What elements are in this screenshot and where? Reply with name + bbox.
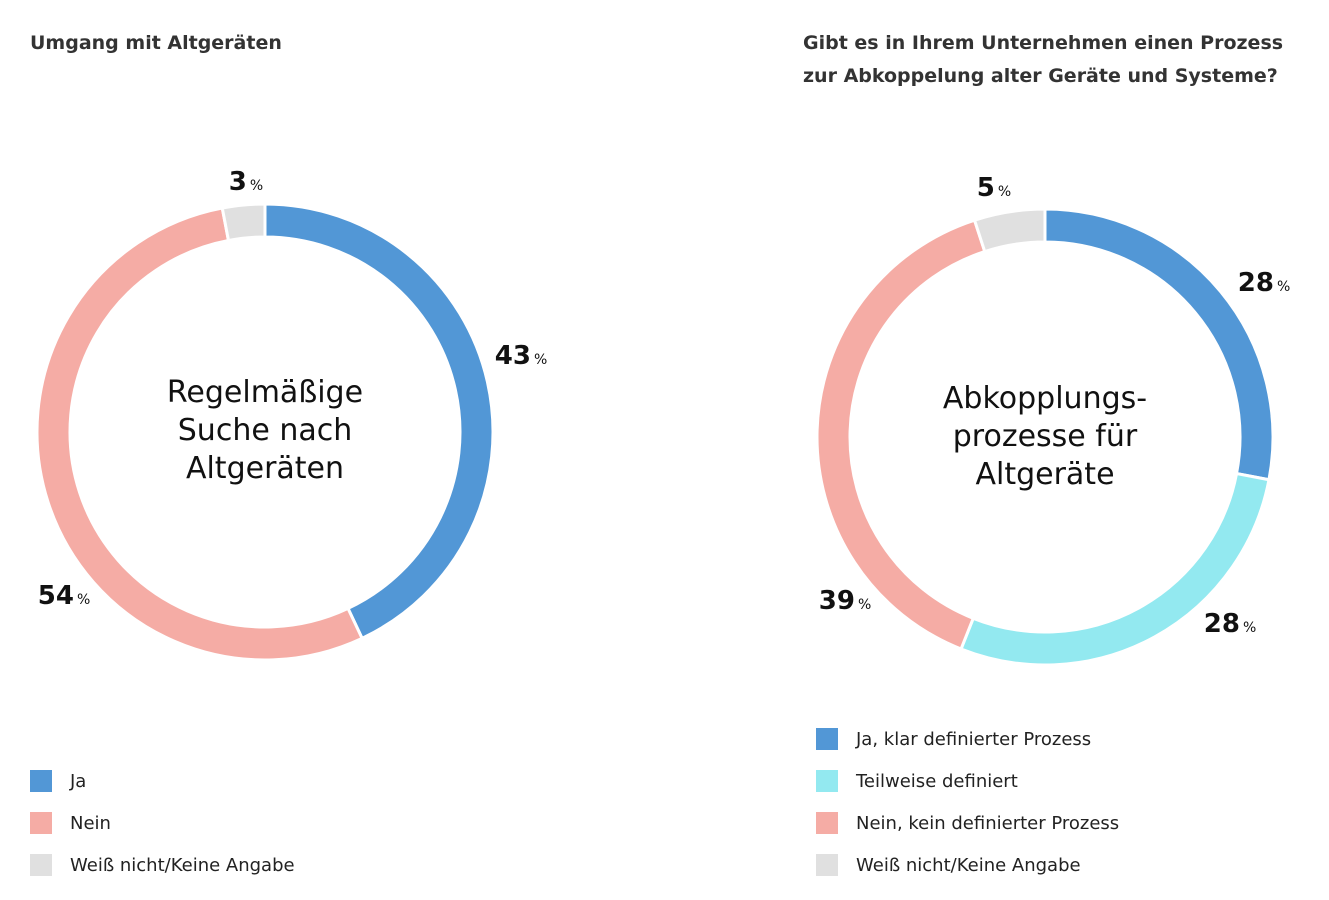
legend-label: Teilweise definiert — [856, 770, 1018, 792]
chart1-legend: Ja Nein Weiß nicht/Keine Angabe — [30, 760, 295, 886]
chart1-center-line: Regelmäßige — [166, 375, 364, 410]
chart2-title-line1: Gibt es in Ihrem Unternehmen einen Proze… — [803, 32, 1284, 54]
chart1-donut — [35, 202, 495, 662]
chart2-title: Gibt es in Ihrem Unternehmen einen Proze… — [803, 27, 1283, 93]
legend-item: Nein, kein definierter Prozess — [816, 802, 1119, 844]
legend-swatch — [816, 770, 838, 792]
legend-swatch — [816, 728, 838, 750]
chart1-label-nein: 54% — [37, 581, 91, 611]
chart1-center-line: Altgeräten — [185, 451, 345, 486]
legend-label: Ja — [70, 770, 87, 792]
donut-slice-weiß-nicht-keine-angabe — [220, 202, 267, 243]
legend-label: Ja, klar definierter Prozess — [856, 728, 1092, 750]
chart2-center-line: Altgeräte — [975, 457, 1115, 492]
chart2-donut — [815, 207, 1275, 667]
legend-item: Teilweise definiert — [816, 760, 1119, 802]
donut-slice-nein — [35, 206, 365, 662]
legend-swatch — [30, 770, 52, 792]
legend-item: Nein — [30, 802, 295, 844]
donut-slice-weiß-nicht-keine-angabe — [972, 207, 1047, 254]
chart2-center-text: Abkopplungs- prozesse für Altgeräte — [895, 380, 1195, 494]
legend-item: Ja, klar definierter Prozess — [816, 718, 1119, 760]
chart1-center-line: Suche nach — [177, 413, 353, 448]
legend-item: Weiß nicht/Keine Angabe — [816, 844, 1119, 886]
legend-swatch — [816, 854, 838, 876]
chart2-label-weiss-nicht: 5% — [976, 173, 1012, 203]
legend-item: Weiß nicht/Keine Angabe — [30, 844, 295, 886]
legend-swatch — [30, 812, 52, 834]
chart2-label-teilweise: 28% — [1203, 609, 1257, 639]
chart1-title: Umgang mit Altgeräten — [30, 32, 282, 54]
chart1-label-ja: 43% — [494, 341, 548, 371]
chart2-center-line: Abkopplungs- — [942, 381, 1148, 416]
chart2-legend: Ja, klar definierter Prozess Teilweise d… — [816, 718, 1119, 886]
legend-label: Nein — [70, 812, 111, 834]
legend-label: Nein, kein definierter Prozess — [856, 812, 1120, 834]
legend-label: Weiß nicht/Keine Angabe — [856, 854, 1081, 876]
legend-swatch — [30, 854, 52, 876]
legend-swatch — [816, 812, 838, 834]
chart2-center-line: prozesse für — [952, 419, 1138, 454]
legend-item: Ja — [30, 760, 295, 802]
chart2-label-nein: 39% — [818, 586, 872, 616]
chart2-label-ja: 28% — [1237, 268, 1291, 298]
chart1-label-weiss-nicht: 3% — [228, 167, 264, 197]
chart1-center-text: Regelmäßige Suche nach Altgeräten — [115, 374, 415, 488]
chart2-title-line2: zur Abkoppelung alter Geräte und Systeme… — [803, 65, 1278, 87]
legend-label: Weiß nicht/Keine Angabe — [70, 854, 295, 876]
